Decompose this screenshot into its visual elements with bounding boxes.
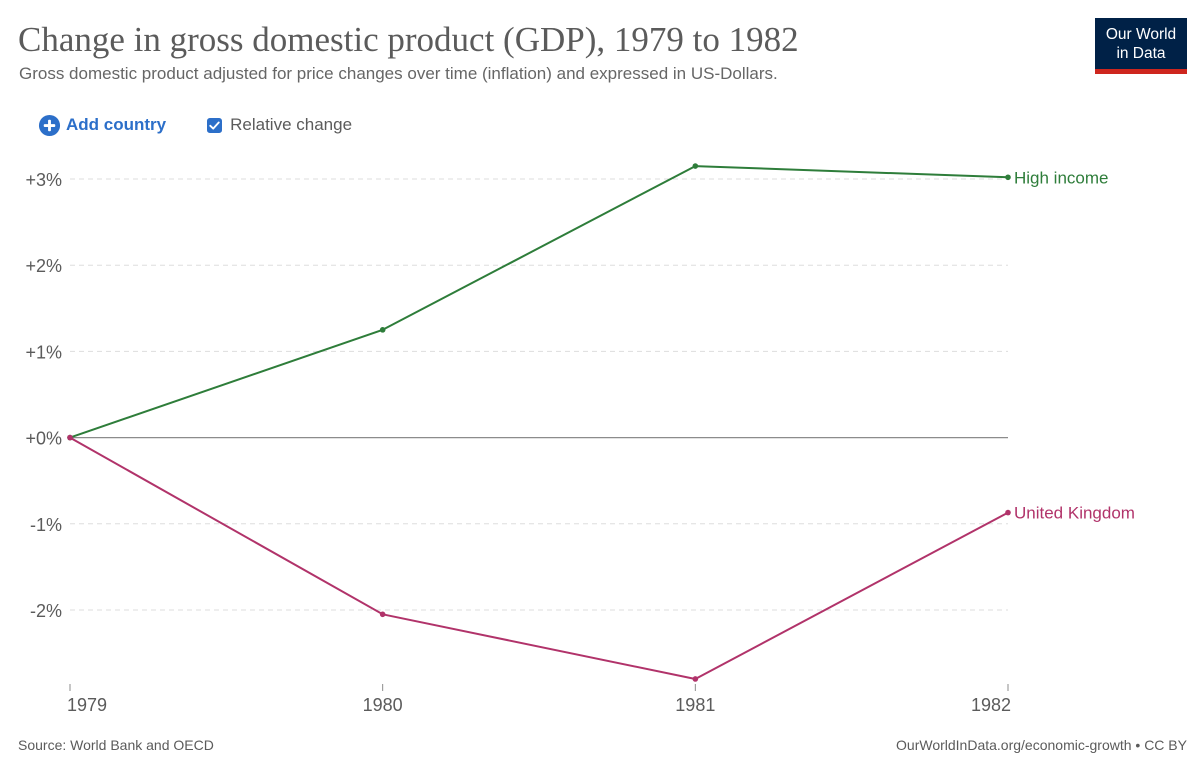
line-chart: +3% +2% +1% +0% -1% -2% 1979 1980 1981 1982 High i… — [25, 163, 1135, 715]
series-line[interactable] — [69, 436, 1009, 680]
data-point[interactable] — [1005, 174, 1011, 181]
series-end-label[interactable]: High income — [1014, 168, 1109, 187]
x-tick-label: 1981 — [675, 695, 715, 715]
data-point[interactable] — [379, 611, 386, 618]
relative-change-label: Relative change — [230, 115, 353, 134]
y-tick-label: +2% — [25, 256, 62, 276]
data-point[interactable] — [379, 327, 386, 333]
series-line[interactable] — [69, 165, 1009, 439]
y-tick-label: -1% — [30, 515, 62, 535]
chart-title: Change in gross domestic product (GDP), … — [18, 20, 799, 59]
chart-controls: Add country Relative change — [38, 113, 352, 137]
plus-circle-icon — [38, 114, 61, 136]
add-country-button[interactable]: Add country — [38, 114, 166, 137]
y-tick-label: +1% — [25, 342, 62, 362]
x-tick-label: 1980 — [363, 695, 403, 715]
y-tick-label: +0% — [25, 429, 62, 449]
x-tick-label: 1979 — [67, 695, 107, 715]
credit-link[interactable]: OurWorldInData.org/economic-growth • CC … — [896, 737, 1187, 753]
owid-logo[interactable]: Our World in Data — [1095, 18, 1187, 74]
x-tick-label: 1982 — [971, 695, 1011, 715]
logo-accent-bar — [1095, 69, 1187, 74]
data-point[interactable] — [692, 676, 699, 682]
data-point[interactable] — [692, 163, 699, 169]
data-point[interactable] — [1005, 509, 1011, 516]
relative-change-toggle[interactable]: Relative change — [207, 115, 352, 135]
add-country-label: Add country — [66, 115, 167, 134]
y-tick-label: -2% — [30, 601, 62, 621]
checkbox-checked-icon[interactable] — [207, 117, 223, 133]
data-point[interactable] — [67, 434, 73, 441]
logo-line-1: Our World — [1105, 25, 1177, 43]
y-tick-label: +3% — [25, 170, 62, 190]
logo-line-2: in Data — [1116, 44, 1166, 62]
chart-subtitle: Gross domestic product adjusted for pric… — [19, 64, 778, 83]
series-end-label[interactable]: United Kingdom — [1014, 504, 1135, 523]
source-note: Source: World Bank and OECD — [18, 737, 214, 753]
